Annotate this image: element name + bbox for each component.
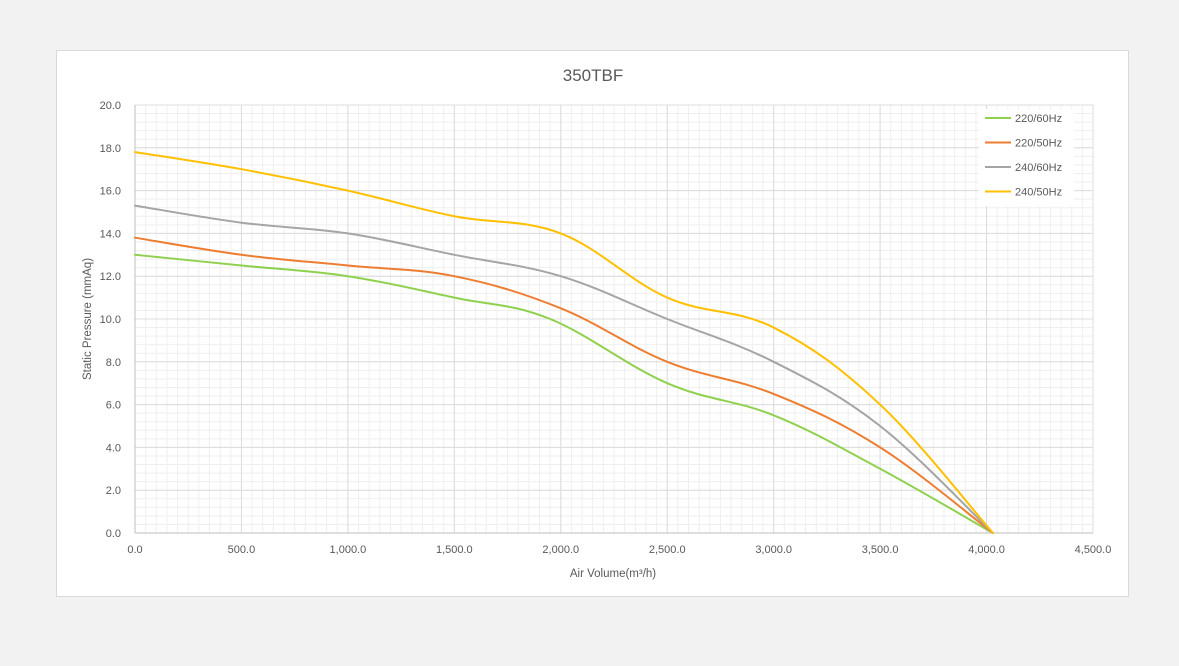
y-tick-label: 18.0: [100, 143, 121, 155]
chart-card: 0.0 2.0 4.0 6.0 8.0 10.0 12.0 14.0 16.0 18.0 20.0 …: [56, 50, 1129, 597]
legend-label: 240/50Hz: [1015, 187, 1062, 199]
x-tick-labels: 0.0 500.0 1,000.0 1,500.0 2,000.0 2,500.0 3,00…: [127, 544, 1111, 556]
x-tick-label: 0.0: [127, 544, 142, 556]
y-tick-label: 0.0: [106, 528, 121, 540]
series-line-2: [134, 204, 994, 534]
series-line-1: [134, 236, 994, 534]
y-tick-label: 6.0: [106, 400, 121, 412]
series-lines: [134, 151, 994, 534]
y-tick-label: 20.0: [100, 100, 121, 112]
line-chart: 0.02.04.06.08.010.012.014.016.018.020.0 …: [82, 66, 1111, 580]
y-tick-label: 10.0: [100, 314, 121, 326]
legend: 220/60Hz 220/50Hz 240/60Hz 240/50Hz: [979, 109, 1074, 206]
y-tick-label: 8.0: [106, 357, 121, 369]
y-tick-label: 14.0: [100, 228, 121, 240]
x-tick-label: 2,000.0: [542, 544, 579, 556]
y-tick-label: 16.0: [100, 186, 121, 198]
legend-label: 220/60Hz: [1015, 113, 1062, 125]
legend-label: 220/50Hz: [1015, 138, 1062, 150]
x-tick-label: 3,500.0: [862, 544, 899, 556]
legend-label: 240/60Hz: [1015, 162, 1062, 174]
x-tick-label: 4,500.0: [1075, 544, 1112, 556]
x-tick-label: 1,500.0: [436, 544, 473, 556]
chart-title: 350TBF: [563, 66, 623, 85]
series-line-3: [134, 151, 994, 534]
x-tick-label: 500.0: [228, 544, 256, 556]
x-tick-label: 1,000.0: [330, 544, 367, 556]
axes: [134, 105, 1093, 534]
y-tick-label: 12.0: [100, 271, 121, 283]
y-axis-label: Static Pressure (mmAq): [82, 258, 94, 380]
series-line-0: [134, 253, 994, 534]
x-tick-label: 3,000.0: [755, 544, 792, 556]
x-tick-label: 4,000.0: [968, 544, 1005, 556]
x-axis-label: Air Volume(m³/h): [570, 568, 656, 580]
legend-box: [979, 109, 1074, 206]
y-tick-label: 2.0: [106, 485, 121, 497]
y-tick-label: 4.0: [106, 442, 121, 454]
y-tick-labels: 0.0 2.0 4.0 6.0 8.0 10.0 12.0 14.0 16.0 18.0 20.0: [100, 100, 121, 540]
x-tick-label: 2,500.0: [649, 544, 686, 556]
